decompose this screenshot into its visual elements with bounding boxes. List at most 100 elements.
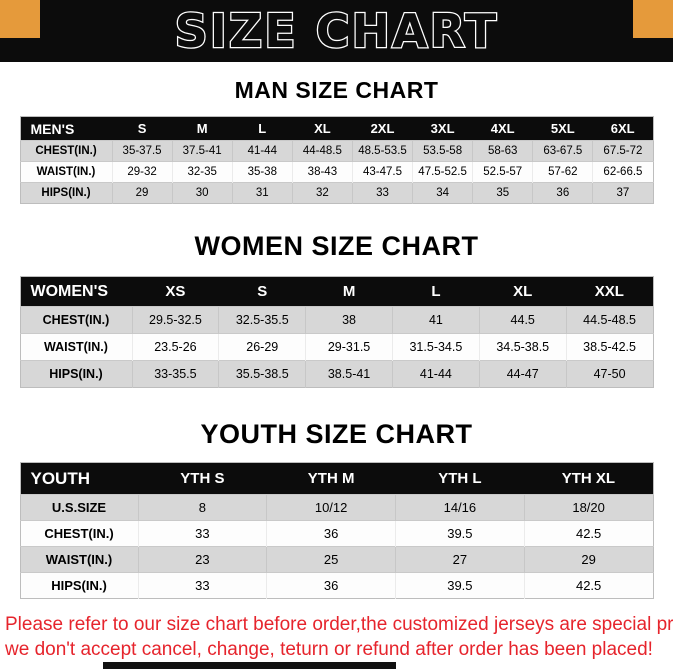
size-cell: 26-29 [218, 333, 306, 361]
size-cell: 67.5-72 [592, 140, 653, 162]
table-row: CHEST(IN.) 35-37.5 37.5-41 41-44 44-48.5 48.5… [20, 140, 653, 162]
size-cell: 33 [137, 520, 267, 547]
size-cell: 39.5 [395, 520, 525, 547]
men-section-heading: MAN SIZE CHART [234, 77, 439, 103]
size-cell: 38.5-42.5 [565, 333, 653, 361]
size-cell: 29 [523, 546, 653, 573]
size-cell: 39.5 [395, 572, 525, 599]
size-cell: 37 [592, 182, 653, 204]
table-row: WAIST(IN.) 23.5-26 26-29 29-31.5 31.5-34.5 34… [20, 333, 653, 361]
size-cell: 30 [171, 182, 233, 204]
size-cell: 41-44 [231, 140, 293, 162]
size-column-header: 3XL [412, 116, 473, 141]
size-column-header: XL [292, 116, 353, 141]
size-cell: 33 [137, 572, 267, 599]
size-cell: 29.5-32.5 [131, 306, 219, 334]
size-cell: 57-62 [532, 161, 593, 183]
row-label: HIPS(IN.) [20, 182, 112, 204]
size-cell: 33-35.5 [131, 360, 219, 388]
size-cell: 62-66.5 [592, 161, 653, 183]
size-column-header: XL [479, 276, 567, 307]
size-cell: 38-43 [291, 161, 353, 183]
table-row: HIPS(IN.) 33-35.5 35.5-38.5 38.5-41 41-44 44-… [20, 360, 653, 388]
size-column-header: YTH L [395, 462, 525, 495]
size-cell: 41-44 [391, 360, 480, 388]
size-column-header: YTH XL [524, 462, 653, 495]
size-cell: 44-47 [478, 360, 567, 388]
size-cell: 58-63 [472, 140, 533, 162]
size-cell: 36 [266, 572, 396, 599]
youth-section-heading: YOUTH SIZE CHART [200, 419, 473, 449]
size-cell: 34 [412, 182, 473, 204]
size-cell: 47.5-52.5 [412, 161, 473, 183]
youth-size-table: YOUTH YTH S YTH M YTH L YTH XL U.S.SIZE 8 10/12… [19, 462, 654, 599]
size-cell: 23.5-26 [131, 333, 219, 361]
size-cell: 29-31.5 [305, 333, 393, 361]
youth-size-section: YOUTH SIZE CHART YOUTH YTH S YTH M YTH L YTH… [0, 418, 673, 599]
size-cell: 32 [291, 182, 353, 204]
corner-accent-left [0, 0, 40, 38]
size-cell: 44.5 [478, 306, 567, 334]
size-cell: 36 [532, 182, 593, 204]
size-cell: 32.5-35.5 [218, 306, 306, 334]
size-cell: 43-47.5 [351, 161, 413, 183]
table-header-row: MEN'S S M L XL 2XL 3XL 4XL 5XL 6XL [20, 116, 653, 141]
size-cell: 32-35 [171, 161, 233, 183]
table-label-header: WOMEN'S [20, 276, 132, 307]
disclaimer-line-2: we don't accept cancel, change, teturn o… [5, 639, 653, 660]
size-cell: 29-32 [111, 161, 173, 183]
table-row: HIPS(IN.) 33 36 39.5 42.5 [20, 572, 653, 599]
women-section-heading: WOMEN SIZE CHART [194, 231, 479, 261]
row-label: CHEST(IN.) [20, 140, 112, 162]
row-label: CHEST(IN.) [20, 306, 132, 334]
size-cell: 47-50 [565, 360, 653, 388]
page-title: SIZE CHART [173, 4, 499, 58]
table-row: WAIST(IN.) 29-32 32-35 35-38 38-43 43-47.5 47.… [20, 161, 653, 183]
men-size-section: MAN SIZE CHART MEN'S S M L XL 2XL 3XL 4XL 5XL 6XL… [0, 76, 673, 204]
size-cell: 38 [305, 306, 393, 334]
disclaimer-note: Please refer to our size chart before or… [5, 612, 673, 662]
size-cell: 27 [395, 546, 525, 573]
corner-accent-right [633, 0, 673, 38]
size-column-header: 4XL [472, 116, 533, 141]
table-label-header: MEN'S [20, 116, 112, 141]
size-column-header: M [172, 116, 233, 141]
size-cell: 42.5 [523, 572, 653, 599]
women-size-section: WOMEN SIZE CHART WOMEN'S XS S M L XL XXL CHEST(… [0, 230, 673, 388]
size-cell: 31 [231, 182, 293, 204]
row-label: HIPS(IN.) [20, 572, 138, 599]
size-cell: 29 [111, 182, 173, 204]
size-cell: 63-67.5 [532, 140, 593, 162]
size-column-header: S [112, 116, 173, 141]
title-banner: SIZE CHART [0, 0, 673, 62]
size-cell: 14/16 [395, 494, 525, 521]
table-row: CHEST(IN.) 33 36 39.5 42.5 [20, 520, 653, 547]
size-cell: 37.5-41 [171, 140, 233, 162]
size-cell: 38.5-41 [305, 360, 393, 388]
size-column-header: M [305, 276, 393, 307]
size-column-header: YTH M [266, 462, 396, 495]
size-column-header: 5XL [532, 116, 593, 141]
size-cell: 41 [391, 306, 480, 334]
size-column-header: XXL [566, 276, 653, 307]
row-label: WAIST(IN.) [20, 333, 132, 361]
row-label: WAIST(IN.) [20, 161, 112, 183]
size-cell: 53.5-58 [412, 140, 473, 162]
table-row: HIPS(IN.) 29 30 31 32 33 34 35 36 37 [20, 182, 653, 204]
size-cell: 8 [137, 494, 267, 521]
size-cell: 52.5-57 [472, 161, 533, 183]
table-row: CHEST(IN.) 29.5-32.5 32.5-35.5 38 41 44.5 44.5… [20, 306, 653, 334]
row-label: WAIST(IN.) [20, 546, 138, 573]
size-column-header: XS [132, 276, 219, 307]
size-column-header: 6XL [592, 116, 653, 141]
size-cell: 35-37.5 [111, 140, 173, 162]
table-header-row: YOUTH YTH S YTH M YTH L YTH XL [20, 462, 653, 495]
size-cell: 44.5-48.5 [565, 306, 653, 334]
table-row: WAIST(IN.) 23 25 27 29 [20, 546, 653, 573]
row-label: HIPS(IN.) [20, 360, 132, 388]
cropped-bottom-banner [103, 662, 396, 669]
size-cell: 48.5-53.5 [351, 140, 413, 162]
size-column-header: L [392, 276, 480, 307]
size-column-header: 2XL [352, 116, 413, 141]
